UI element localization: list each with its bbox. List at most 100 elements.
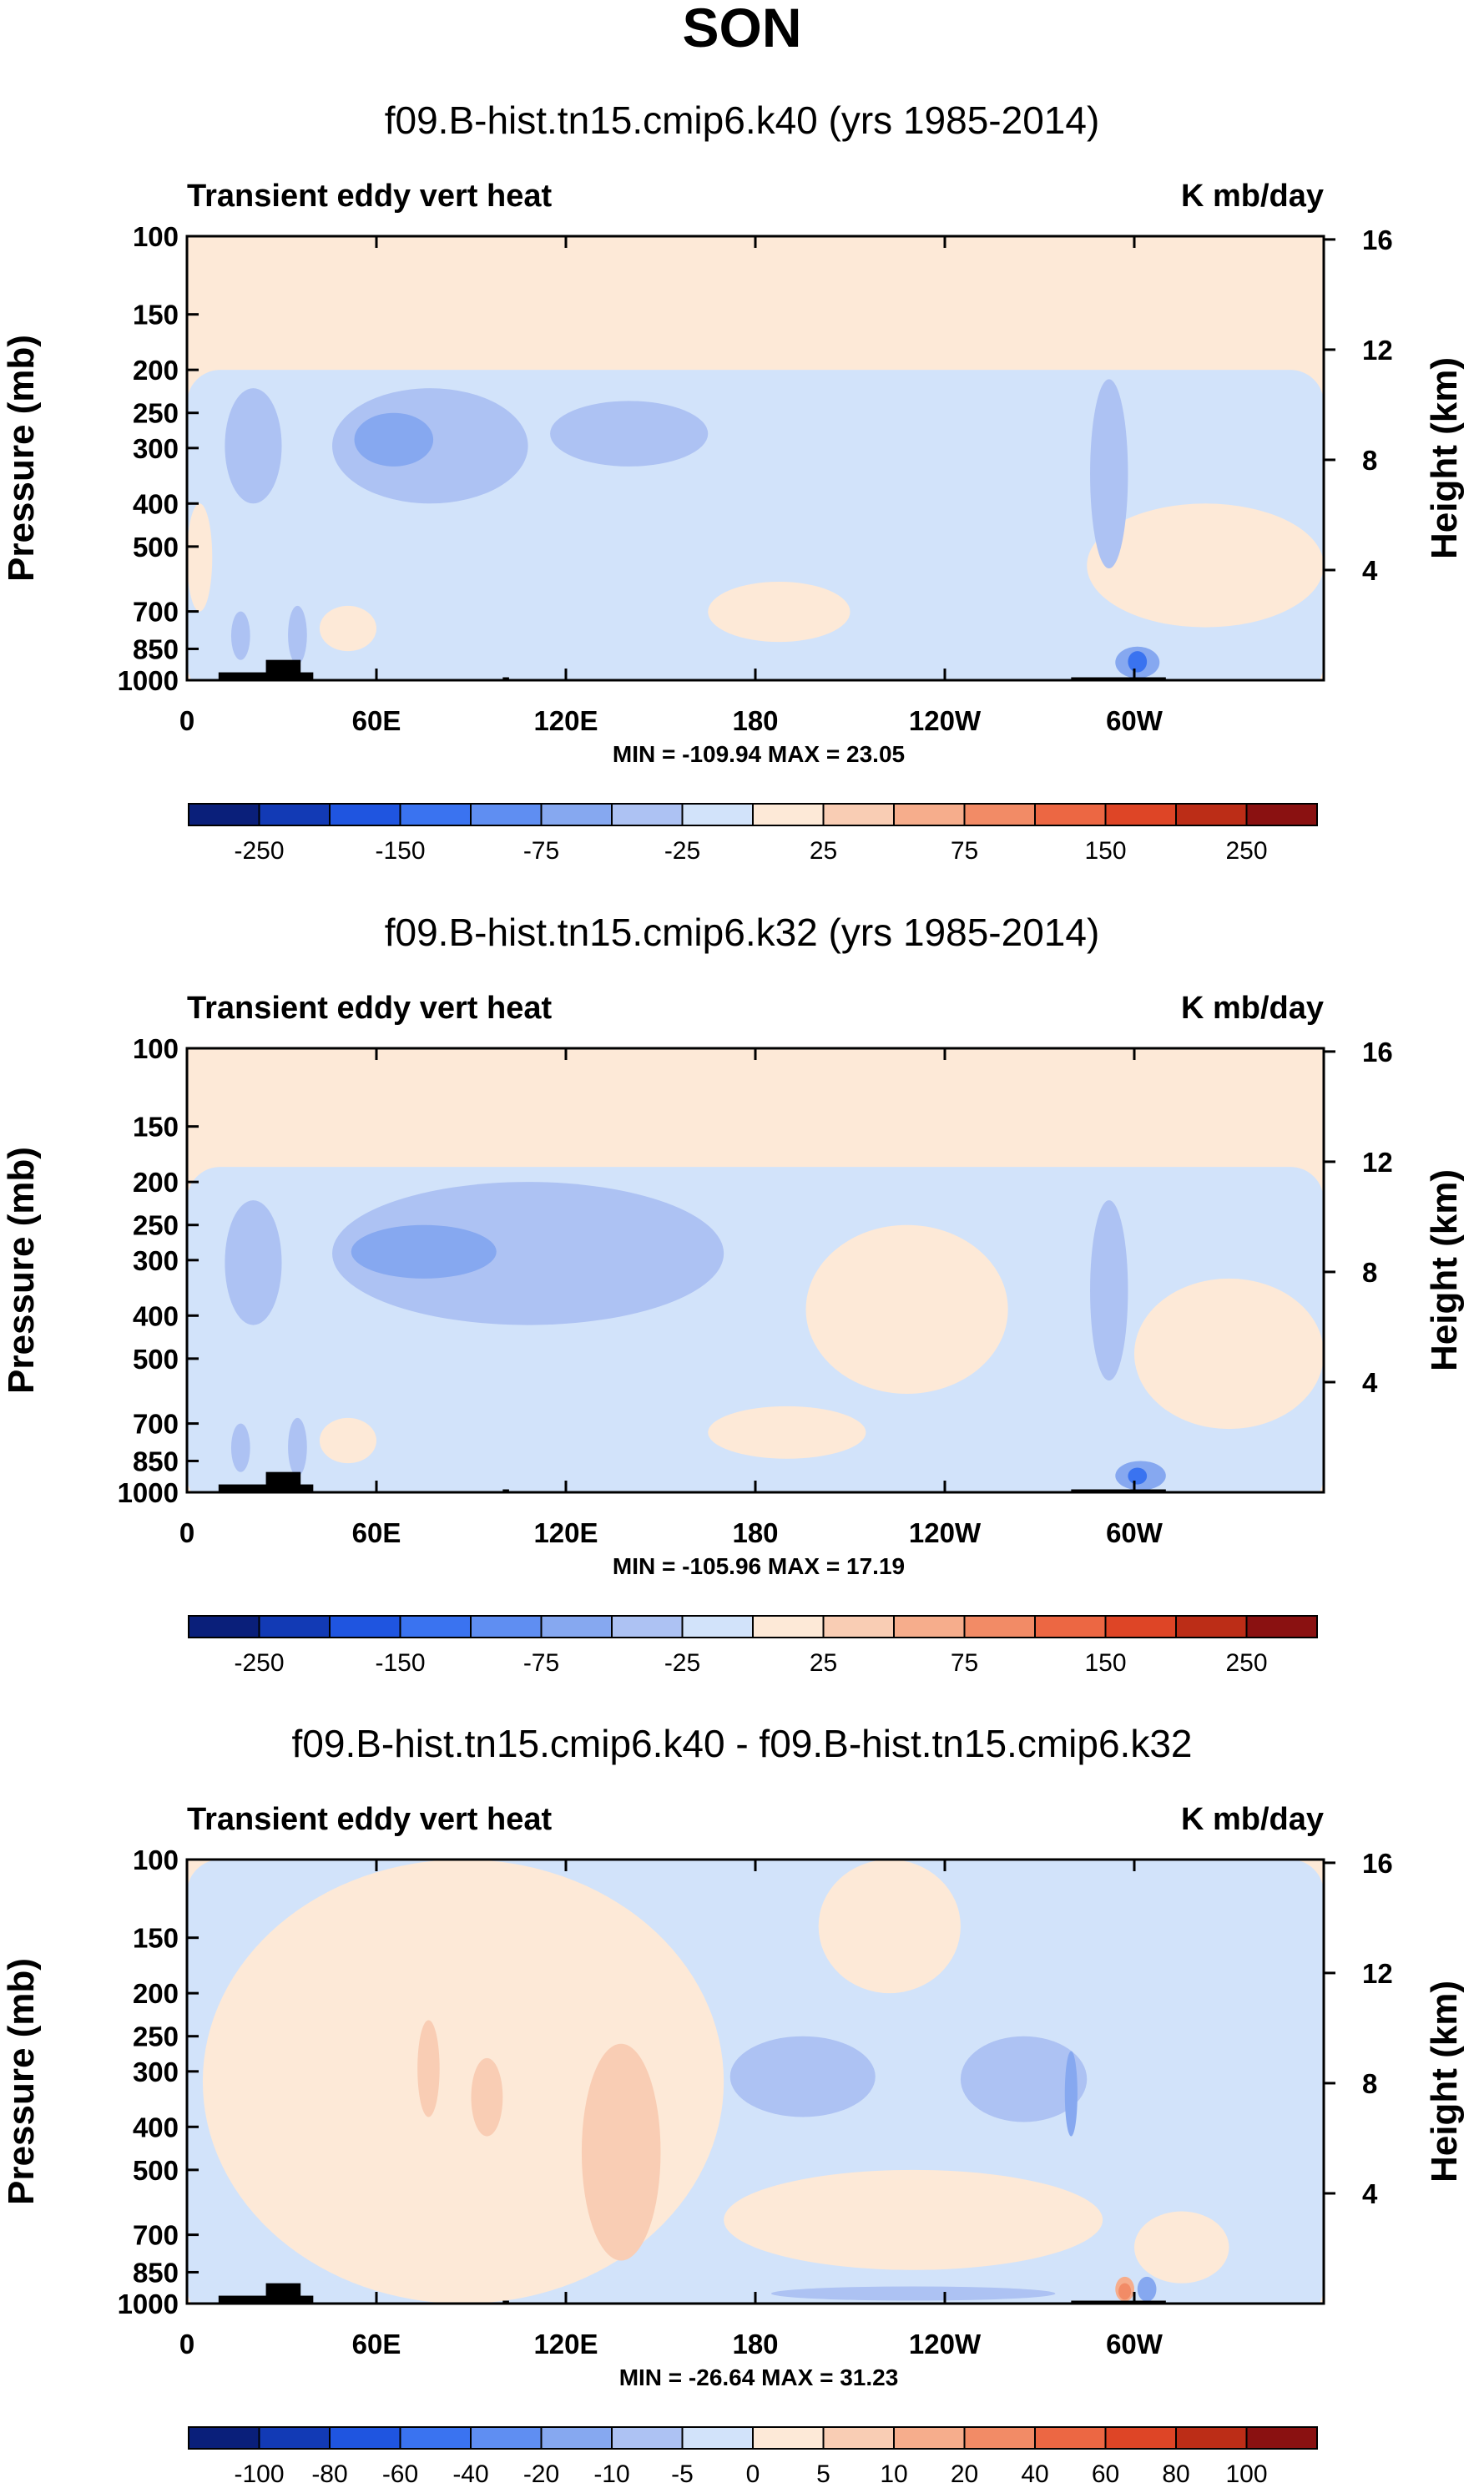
y-tick-label: 850 — [133, 2257, 179, 2288]
chart-title: f09.B-hist.tn15.cmip6.k40 (yrs 1985-2014… — [385, 98, 1100, 142]
x-tick-label: 0 — [179, 1517, 194, 1548]
colorbar-label: 25 — [810, 837, 837, 865]
colorbar-swatch — [611, 1615, 684, 1638]
chart-title: f09.B-hist.tn15.cmip6.k32 (yrs 1985-2014… — [385, 911, 1100, 954]
y-tick-label: 1000 — [118, 1477, 179, 1508]
colorbar-label: -75 — [523, 1649, 559, 1677]
y-tick-label: 200 — [133, 355, 179, 386]
colorbar-swatch — [681, 2426, 754, 2450]
land-mask — [265, 659, 301, 680]
contour-region — [1128, 651, 1148, 673]
land-mask — [502, 2300, 509, 2304]
colorbar-label: -75 — [523, 837, 559, 865]
colorbar-swatch — [1034, 1615, 1107, 1638]
colorbar-swatch — [1245, 1615, 1318, 1638]
colorbar-swatch — [681, 1615, 754, 1638]
colorbar-swatch — [1245, 803, 1318, 826]
colorbar-label: -5 — [671, 2460, 694, 2483]
colorbar-label: 250 — [1225, 837, 1267, 865]
y-tick-label: 150 — [133, 300, 179, 331]
colorbar-swatch — [963, 1615, 1036, 1638]
contour-region — [230, 1423, 250, 1472]
colorbar-swatch — [752, 1615, 825, 1638]
colorbar-swatch — [1175, 803, 1248, 826]
contour-region — [354, 412, 434, 467]
land-mask — [1071, 1489, 1166, 1492]
y-tick-label: 500 — [133, 532, 179, 563]
y-tick-label: 850 — [133, 633, 179, 664]
contour-region — [960, 2036, 1088, 2122]
y-tick-label: 250 — [133, 1210, 179, 1241]
y-tick-label: 500 — [133, 1344, 179, 1375]
contour-region — [1134, 2211, 1229, 2284]
colorbar-swatch — [1175, 2426, 1248, 2450]
colorbar-swatch — [893, 803, 966, 826]
land-mask — [1071, 677, 1166, 680]
colorbar-swatch — [752, 2426, 825, 2450]
colorbar-swatch — [470, 803, 543, 826]
x-tick-label: 180 — [732, 2329, 778, 2359]
colorbar-label: -250 — [234, 837, 284, 865]
chart-panel-1: f09.B-hist.tn15.cmip6.k40 (yrs 1985-2014… — [1, 98, 1465, 865]
colorbar-swatch — [1104, 803, 1177, 826]
x-tick-label: 60W — [1106, 1517, 1163, 1548]
contour-region — [818, 1860, 961, 1994]
left-label: Transient eddy vert heat — [187, 1802, 552, 1837]
colorbar-swatch — [1034, 803, 1107, 826]
contour-region — [288, 1417, 307, 1476]
x-tick-label: 0 — [179, 705, 194, 736]
colorbar-label: 75 — [951, 837, 978, 865]
colorbar-swatch — [540, 803, 613, 826]
colorbar-swatch — [329, 2426, 401, 2450]
y-tick-label: 200 — [133, 1167, 179, 1198]
right-label: K mb/day — [1181, 991, 1324, 1026]
contour-region — [770, 2286, 1056, 2301]
y-tick-label: 850 — [133, 1446, 179, 1476]
colorbar-label: -25 — [664, 1649, 700, 1677]
contour-region — [187, 503, 213, 612]
y-tick-label: 1000 — [118, 665, 179, 696]
min-max-stats: MIN = -109.94 MAX = 23.05 — [613, 741, 905, 767]
contour-region — [319, 605, 377, 652]
y-tick-label: 300 — [133, 1245, 179, 1276]
colorbar-label: 100 — [1225, 2460, 1267, 2483]
colorbar-swatch — [611, 2426, 684, 2450]
colorbar-swatch — [399, 2426, 472, 2450]
contour-region — [471, 2057, 503, 2137]
colorbar-swatch — [893, 2426, 966, 2450]
colorbar-label: 75 — [951, 1649, 978, 1677]
colorbar-label: 20 — [951, 2460, 978, 2483]
page-title: SON — [682, 0, 801, 58]
y-tick-label: 250 — [133, 2021, 179, 2052]
contour-region — [230, 611, 250, 660]
colorbar-label: 250 — [1225, 1649, 1267, 1677]
x-tick-label: 180 — [732, 1517, 778, 1548]
colorbar-label: 25 — [810, 1649, 837, 1677]
colorbar-label: 60 — [1092, 2460, 1119, 2483]
colorbar-label: -10 — [593, 2460, 629, 2483]
colorbar-label: 80 — [1162, 2460, 1189, 2483]
colorbar-swatch — [258, 1615, 331, 1638]
y2-tick-label: 12 — [1362, 1958, 1393, 1989]
y2-tick-label: 8 — [1362, 445, 1377, 476]
contour-region — [225, 1200, 282, 1325]
colorbar-label: -250 — [234, 1649, 284, 1677]
y2-axis-title: Height (km) — [1424, 357, 1465, 559]
colorbar-swatch — [188, 803, 260, 826]
y-tick-label: 300 — [133, 433, 179, 464]
contour-region — [805, 1224, 1008, 1394]
colorbar-swatch — [258, 2426, 331, 2450]
x-tick-label: 60E — [352, 705, 401, 736]
colorbar-swatch — [822, 803, 895, 826]
colorbar-swatch — [1104, 2426, 1177, 2450]
colorbar-swatch — [188, 2426, 260, 2450]
contour-region — [1118, 2283, 1132, 2300]
y2-tick-label: 4 — [1362, 555, 1378, 586]
x-tick-label: 120W — [909, 1517, 982, 1548]
x-tick-label: 120E — [533, 1517, 598, 1548]
land-mask — [502, 677, 509, 680]
contour-field — [187, 236, 1324, 680]
right-label: K mb/day — [1181, 1802, 1324, 1837]
contour-region — [550, 401, 709, 467]
y2-tick-label: 4 — [1362, 2178, 1378, 2209]
